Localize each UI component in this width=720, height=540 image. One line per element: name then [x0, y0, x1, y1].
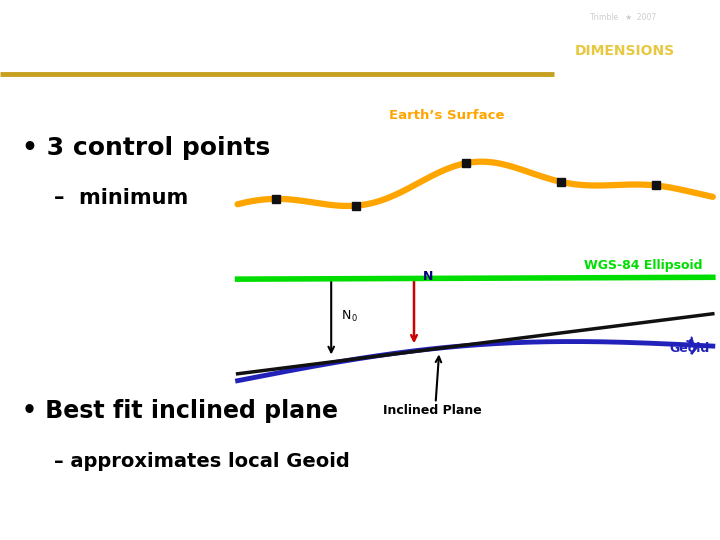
Text: N: N	[342, 309, 351, 322]
Text: Earth’s Surface: Earth’s Surface	[389, 109, 504, 122]
Text: –  minimum: – minimum	[54, 188, 188, 208]
Text: N: N	[423, 269, 433, 282]
Text: • Best fit inclined plane: • Best fit inclined plane	[22, 399, 338, 423]
Text: Adjustment – No Geoid Model: Adjustment – No Geoid Model	[11, 21, 426, 45]
Text: WGS-84 Ellipsoid: WGS-84 Ellipsoid	[583, 259, 702, 272]
Text: Inclined Plane: Inclined Plane	[382, 404, 482, 417]
Text: Geoid: Geoid	[669, 342, 709, 355]
Text: DIMENSIONS: DIMENSIONS	[575, 44, 675, 58]
Text: – approximates local Geoid: – approximates local Geoid	[54, 452, 350, 471]
Text: 0: 0	[351, 314, 356, 322]
Text: Trimble   ★  2007: Trimble ★ 2007	[590, 13, 656, 22]
Text: • 3 control points: • 3 control points	[22, 136, 270, 159]
